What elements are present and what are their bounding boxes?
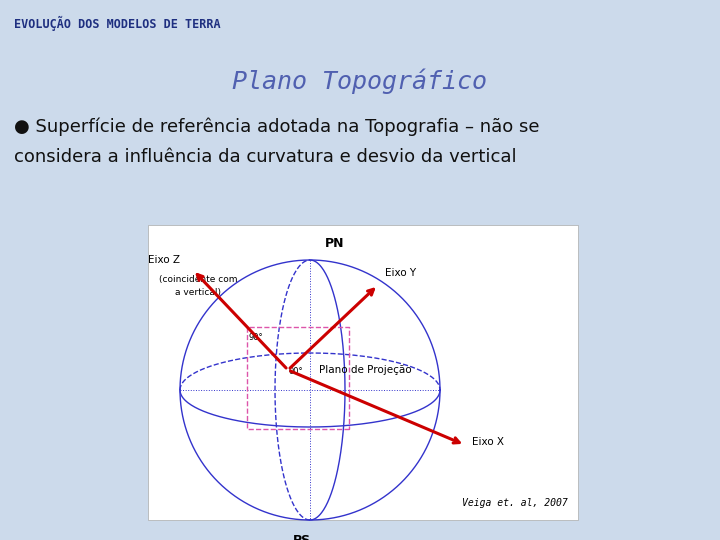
Text: Plano de Projeção: Plano de Projeção xyxy=(319,365,411,375)
Text: Veiga et. al, 2007: Veiga et. al, 2007 xyxy=(462,498,568,508)
Text: EVOLUÇÃO DOS MODELOS DE TERRA: EVOLUÇÃO DOS MODELOS DE TERRA xyxy=(14,16,220,31)
Text: PS: PS xyxy=(293,534,311,540)
Text: Eixo Z: Eixo Z xyxy=(148,255,180,265)
Text: PN: PN xyxy=(325,237,344,250)
FancyBboxPatch shape xyxy=(148,225,578,520)
Text: 90°: 90° xyxy=(248,334,264,342)
Text: Eixo X: Eixo X xyxy=(472,437,504,447)
Text: Plano Topográfico: Plano Topográfico xyxy=(233,68,487,93)
Text: (coincidente com: (coincidente com xyxy=(158,275,238,284)
Text: a vertical): a vertical) xyxy=(175,288,221,297)
Text: considera a influência da curvatura e desvio da vertical: considera a influência da curvatura e de… xyxy=(14,148,517,166)
Text: Eixo Y: Eixo Y xyxy=(385,268,416,278)
Text: 00°: 00° xyxy=(289,368,303,376)
Text: ● Superfície de referência adotada na Topografia – não se: ● Superfície de referência adotada na To… xyxy=(14,118,539,137)
